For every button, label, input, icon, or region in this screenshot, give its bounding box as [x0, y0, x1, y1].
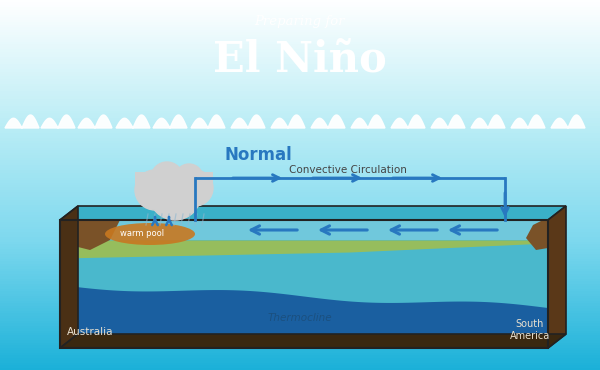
Polygon shape [551, 115, 585, 128]
Polygon shape [191, 115, 225, 128]
Polygon shape [511, 115, 545, 128]
Polygon shape [60, 220, 548, 308]
Circle shape [177, 170, 213, 206]
Polygon shape [391, 115, 425, 128]
Polygon shape [471, 115, 505, 128]
Text: El Niño: El Niño [213, 39, 387, 81]
Polygon shape [116, 115, 150, 128]
Text: South
America: South America [510, 319, 550, 341]
Polygon shape [60, 220, 120, 250]
Circle shape [135, 170, 175, 210]
Circle shape [175, 164, 203, 192]
Polygon shape [153, 115, 187, 128]
Text: Australia: Australia [67, 327, 113, 337]
Polygon shape [60, 206, 78, 348]
Ellipse shape [105, 223, 195, 245]
Text: Preparing for: Preparing for [254, 16, 346, 28]
Text: warm pool: warm pool [120, 229, 164, 239]
Polygon shape [431, 115, 465, 128]
Polygon shape [41, 115, 75, 128]
Circle shape [151, 162, 183, 194]
Polygon shape [78, 115, 112, 128]
Polygon shape [135, 172, 213, 190]
Polygon shape [548, 206, 566, 348]
Polygon shape [526, 220, 548, 250]
Text: Thermocline: Thermocline [268, 313, 332, 323]
Polygon shape [231, 115, 265, 128]
Text: Normal: Normal [224, 146, 292, 164]
Text: Convective Circulation: Convective Circulation [289, 165, 407, 175]
Polygon shape [271, 115, 305, 128]
Polygon shape [60, 206, 566, 220]
Circle shape [149, 168, 201, 220]
Polygon shape [5, 115, 39, 128]
Polygon shape [60, 334, 566, 348]
Polygon shape [311, 115, 345, 128]
Polygon shape [351, 115, 385, 128]
